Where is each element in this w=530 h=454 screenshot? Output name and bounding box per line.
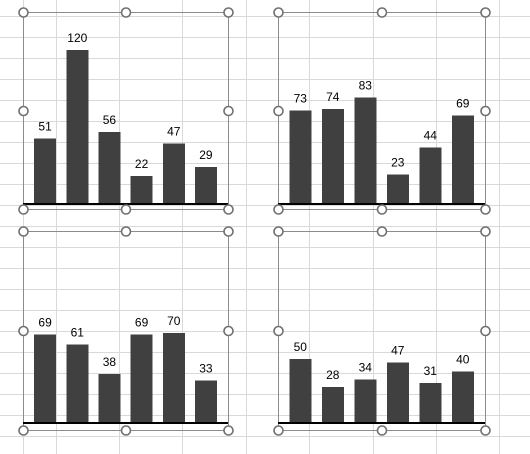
bar-5[interactable]	[162, 333, 185, 423]
bar-6[interactable]	[451, 371, 474, 423]
handle-top-left[interactable]	[18, 226, 29, 237]
data-label-2: 28	[326, 368, 340, 382]
data-label-5: 47	[167, 125, 181, 139]
bar-2[interactable]	[66, 344, 89, 423]
handle-bottom-right[interactable]	[223, 204, 234, 215]
bar-4[interactable]	[130, 334, 153, 423]
handle-top-left[interactable]	[273, 226, 284, 237]
handle-bottom-right[interactable]	[223, 425, 234, 436]
bar-4[interactable]	[386, 362, 409, 423]
bar-1[interactable]	[34, 138, 57, 205]
handle-top-left[interactable]	[273, 7, 284, 18]
handle-left[interactable]	[273, 325, 284, 337]
handle-top-right[interactable]	[480, 226, 491, 237]
bar-2[interactable]	[321, 387, 344, 423]
handle-bottom[interactable]	[120, 425, 132, 436]
data-label-6: 40	[456, 353, 470, 367]
handle-right[interactable]	[223, 105, 234, 117]
handle-top[interactable]	[120, 226, 132, 237]
bar-1[interactable]	[289, 358, 312, 423]
bar-6[interactable]	[451, 115, 474, 204]
data-label-2: 120	[67, 31, 87, 45]
bar-chart-3[interactable]: 69 61 38 69 70 33	[18, 226, 234, 436]
data-label-6: 29	[199, 148, 213, 162]
data-label-4: 23	[391, 156, 405, 170]
bar-3[interactable]	[98, 374, 121, 423]
handle-bottom[interactable]	[376, 425, 388, 436]
bar-2[interactable]	[66, 50, 89, 204]
bar-chart-2[interactable]: 73 74 83 23 44 69	[273, 7, 491, 215]
handle-right[interactable]	[480, 325, 491, 337]
data-label-1: 50	[294, 340, 308, 354]
charts-layer: 51 120 56 22 47 29 73 74 83 23 44 69 69 61 38 69 70 33 50 2…	[18, 7, 491, 436]
data-label-2: 74	[326, 90, 340, 104]
handle-top[interactable]	[376, 7, 388, 18]
data-label-6: 33	[199, 362, 213, 376]
data-label-3: 83	[359, 79, 373, 93]
bar-3[interactable]	[354, 97, 377, 205]
handle-right[interactable]	[480, 105, 491, 117]
handle-bottom[interactable]	[376, 204, 388, 215]
bar-4[interactable]	[386, 174, 409, 205]
data-label-5: 44	[424, 129, 438, 143]
bar-4[interactable]	[130, 175, 153, 204]
data-label-3: 56	[103, 113, 117, 127]
handle-bottom-right[interactable]	[480, 425, 491, 436]
handle-bottom-left[interactable]	[273, 204, 284, 215]
bar-6[interactable]	[194, 380, 217, 423]
bar-5[interactable]	[419, 383, 442, 423]
data-label-5: 70	[167, 314, 181, 328]
handle-bottom-left[interactable]	[18, 204, 29, 215]
handle-top-right[interactable]	[223, 7, 234, 18]
data-label-1: 69	[38, 315, 52, 329]
bar-1[interactable]	[289, 110, 312, 204]
data-label-4: 69	[135, 315, 149, 329]
bar-5[interactable]	[162, 143, 185, 204]
data-label-3: 38	[103, 355, 117, 369]
data-label-1: 51	[38, 120, 52, 134]
handle-top[interactable]	[120, 7, 132, 18]
bar-chart-4[interactable]: 50 28 34 47 31 40	[273, 226, 491, 436]
bar-chart-1[interactable]: 51 120 56 22 47 29	[18, 7, 234, 215]
bar-5[interactable]	[419, 147, 442, 205]
handle-top-left[interactable]	[18, 7, 29, 18]
handle-bottom-right[interactable]	[480, 204, 491, 215]
handle-left[interactable]	[18, 105, 29, 117]
handle-top-right[interactable]	[480, 7, 491, 18]
data-label-4: 47	[391, 344, 405, 358]
bar-2[interactable]	[321, 109, 344, 204]
data-label-1: 73	[294, 91, 308, 105]
bar-6[interactable]	[194, 166, 217, 204]
data-label-2: 61	[71, 326, 85, 340]
handle-bottom-left[interactable]	[273, 425, 284, 436]
handle-bottom-left[interactable]	[18, 425, 29, 436]
handle-left[interactable]	[18, 325, 29, 337]
data-label-5: 31	[424, 364, 438, 378]
data-label-4: 22	[135, 157, 149, 171]
bar-3[interactable]	[354, 379, 377, 423]
handle-top-right[interactable]	[223, 226, 234, 237]
data-label-6: 69	[456, 96, 470, 110]
handle-right[interactable]	[223, 325, 234, 337]
handle-bottom[interactable]	[120, 204, 132, 215]
data-label-3: 34	[359, 360, 373, 374]
handle-top[interactable]	[376, 226, 388, 237]
bar-1[interactable]	[34, 334, 57, 423]
handle-left[interactable]	[273, 105, 284, 117]
bar-3[interactable]	[98, 132, 121, 204]
